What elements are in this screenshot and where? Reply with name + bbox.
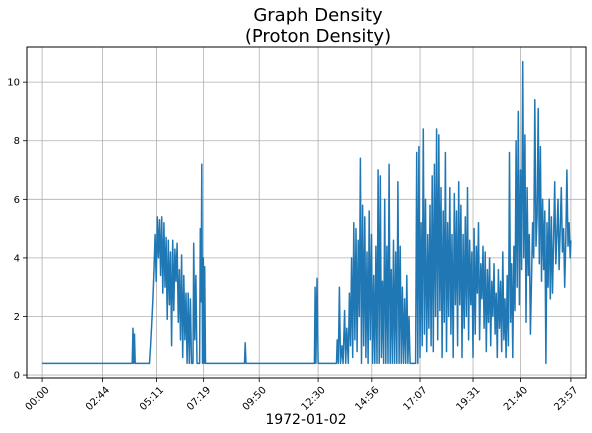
chart-title-line-1: Graph Density	[253, 5, 383, 26]
y-axis: 0 2 4 6 8 10	[7, 78, 27, 382]
x-tick-label-4: 09:50	[241, 385, 269, 413]
y-tick-label-4: 8	[14, 136, 20, 147]
plot-area-frame	[26, 46, 587, 379]
y-tick-label-3: 6	[14, 195, 20, 206]
x-tick-label-6: 14:56	[353, 385, 381, 413]
chart-title-line-2: (Proton Density)	[245, 26, 391, 47]
x-tick-label-1: 02:44	[84, 385, 112, 413]
y-tick-label-2: 4	[14, 253, 20, 264]
y-tick-label-5: 10	[7, 78, 20, 89]
x-tick-label-10: 23:57	[552, 385, 580, 413]
series-layer	[42, 60, 572, 365]
x-tick-label-5: 12:30	[300, 385, 328, 413]
x-tick-label-2: 05:11	[138, 385, 166, 413]
x-tick-label-3: 07:19	[185, 385, 213, 413]
x-tick-label-0: 00:00	[24, 385, 52, 413]
y-tick-label-0: 0	[14, 371, 20, 382]
x-tick-label-7: 17:07	[402, 385, 430, 413]
x-axis-label: 1972-01-02	[265, 412, 346, 428]
x-axis: 00:00 02:44 05:11 07:19 09:50 12:30 14:56 17:07…	[24, 378, 581, 413]
series-line-0	[42, 60, 572, 365]
x-tick-label-8: 19:31	[455, 385, 483, 413]
y-tick-label-1: 2	[14, 312, 20, 323]
x-tick-label-9: 21:40	[502, 385, 530, 413]
